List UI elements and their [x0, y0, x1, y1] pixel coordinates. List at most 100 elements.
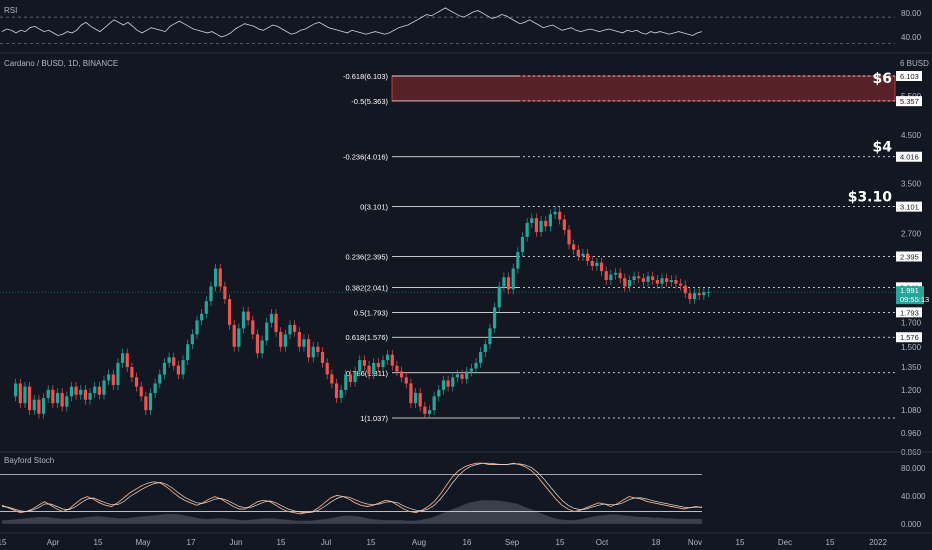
- candle-body: [176, 365, 180, 375]
- candle-body: [511, 268, 515, 290]
- price-axis-unit: 6 BUSD: [900, 59, 929, 68]
- candle-body: [88, 393, 92, 400]
- candle-body: [14, 383, 18, 397]
- candle-body: [390, 354, 394, 366]
- time-tick: 18: [652, 538, 661, 547]
- candle-body: [316, 346, 320, 352]
- price-panel[interactable]: Cardano / BUSD, 1D, BINANCE 6 BUSD -0.61…: [0, 59, 929, 457]
- candle-body: [404, 377, 408, 384]
- candle-body: [158, 374, 162, 384]
- candle-body: [683, 285, 687, 294]
- axis-price-label: 1.793: [900, 308, 919, 317]
- candle-body: [283, 334, 287, 347]
- fib-label: -0.236(4.016): [343, 153, 389, 162]
- candle-body: [493, 307, 497, 329]
- candle-body: [520, 236, 525, 253]
- candle-body: [688, 293, 692, 300]
- axis-price-box: [896, 251, 922, 262]
- candle-body: [144, 396, 148, 411]
- candle-body: [651, 276, 655, 281]
- fibonacci-retracement[interactable]: -0.618(6.103) -0.5(5.363) -0.236(4.016) 0(3…: [343, 72, 895, 423]
- candle-body: [586, 253, 590, 261]
- candle-body: [706, 292, 711, 293]
- candle-body: [358, 360, 362, 372]
- rsi-panel[interactable]: RSI 80.00 40.00: [0, 6, 922, 44]
- candle-body: [200, 313, 204, 321]
- time-tick: Jul: [321, 538, 331, 547]
- rsi-title: RSI: [4, 6, 17, 15]
- time-tick: 17: [187, 538, 196, 547]
- candle-body: [418, 393, 422, 407]
- candle-body: [227, 299, 232, 325]
- axis-price-box: [896, 96, 922, 107]
- candle-body: [23, 386, 27, 404]
- candle-body: [97, 386, 101, 395]
- stoch-panel[interactable]: Bayford Stoch 80.000 40.000 0.000: [0, 456, 926, 529]
- stoch-d-line: [1, 462, 702, 514]
- candle-body: [562, 219, 566, 230]
- candle-body: [330, 374, 334, 384]
- candle-body: [576, 249, 580, 257]
- candle-body: [590, 260, 594, 266]
- axis-price-label: 4.016: [900, 153, 919, 162]
- last-price-value: 1.991: [900, 286, 919, 295]
- candle-body: [18, 383, 22, 404]
- candle-body: [395, 365, 399, 372]
- candle-body: [204, 301, 208, 314]
- candle-body: [237, 328, 241, 347]
- candle-body: [55, 393, 60, 404]
- candle-body: [627, 280, 632, 287]
- candle-body: [525, 222, 529, 237]
- candle-body: [162, 362, 167, 375]
- candle-body: [51, 389, 55, 404]
- candle-body: [534, 218, 539, 232]
- candle-body: [255, 334, 260, 354]
- fib-label: 0.618(1.576): [345, 333, 388, 342]
- axis-price-label: 2.395: [900, 252, 919, 261]
- candle-body: [260, 340, 264, 354]
- candle-body: [79, 389, 83, 395]
- candle-body: [111, 374, 115, 386]
- price-target-annotation: $6: [873, 71, 892, 87]
- price-tick: 3.500: [901, 179, 922, 188]
- candle-body: [558, 211, 562, 220]
- stoch-title: Bayford Stoch: [4, 456, 54, 465]
- rsi-tick-40: 40.00: [901, 33, 922, 42]
- target-zone-box[interactable]: [391, 75, 896, 102]
- price-tick: 2.700: [901, 229, 922, 238]
- candle-body: [65, 396, 69, 407]
- candle-body: [637, 276, 641, 279]
- price-tick: 1.080: [901, 406, 922, 415]
- candle-body: [386, 354, 390, 361]
- time-tick: Aug: [412, 538, 426, 547]
- candle-body: [567, 229, 571, 245]
- candle-body: [697, 293, 701, 296]
- fib-label: 0.5(1.793): [354, 308, 389, 317]
- time-tick: 15: [736, 538, 745, 547]
- fib-label: 0(3.101): [360, 203, 388, 212]
- candle-body: [69, 386, 74, 397]
- candle-body: [344, 374, 348, 390]
- candle-body: [302, 339, 306, 347]
- candle-body: [674, 280, 678, 284]
- candle-body: [186, 344, 190, 361]
- candle-body: [604, 271, 608, 281]
- candle-body: [348, 374, 353, 382]
- candle-body: [581, 253, 585, 257]
- price-target-annotations: $6 $4 $3.10: [848, 71, 893, 205]
- axis-price-box: [896, 307, 922, 318]
- candle-body: [413, 393, 418, 404]
- candle-body: [437, 389, 441, 397]
- candle-body: [623, 278, 627, 287]
- candle-body: [502, 277, 506, 287]
- axis-price-box: [896, 201, 922, 212]
- axis-price-box: [896, 151, 922, 162]
- candle-body: [465, 371, 469, 379]
- price-axis[interactable]: 5.5004.5003.5002.7001.7001.5001.3501.200…: [901, 92, 922, 457]
- time-axis[interactable]: 15 Apr 15 May 17 Jun 15 Jul 15 Aug 16 Sep 15 Oct 18 Nov…: [0, 538, 887, 547]
- candle-body: [372, 362, 376, 375]
- candle-body: [446, 380, 450, 387]
- candle-body: [646, 276, 650, 282]
- candlestick-series: [14, 206, 711, 419]
